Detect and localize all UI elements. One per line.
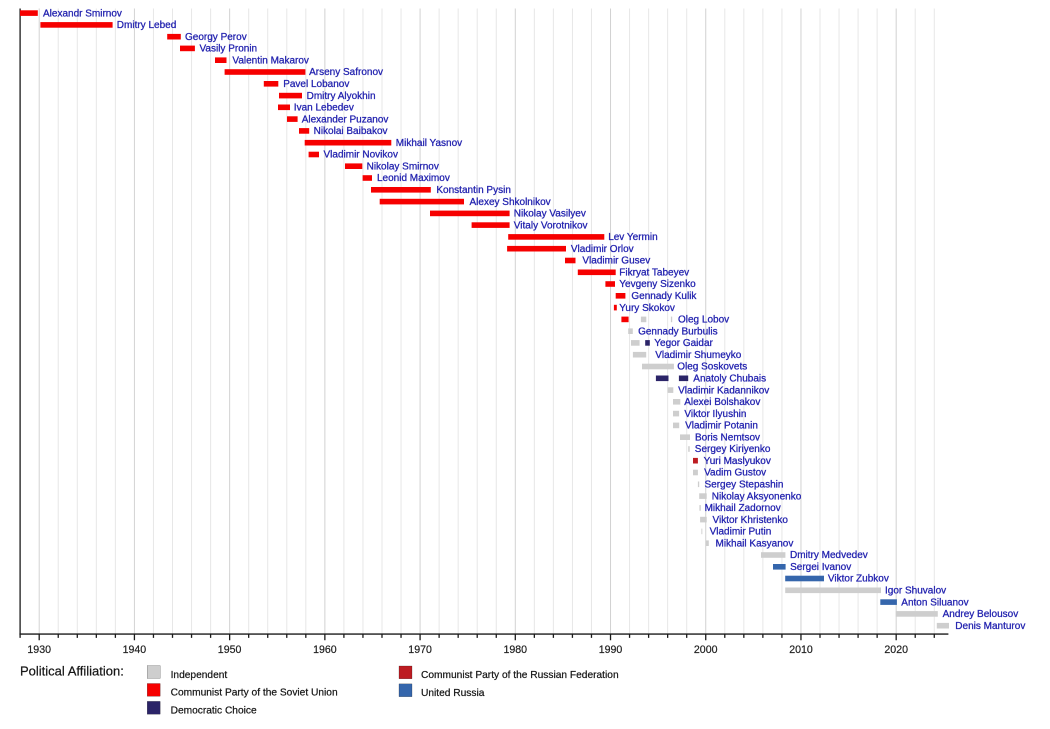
svg-text:Gennady Kulik: Gennady Kulik bbox=[631, 291, 697, 302]
svg-text:Vasily Pronin: Vasily Pronin bbox=[200, 44, 258, 55]
svg-text:Oleg Lobov: Oleg Lobov bbox=[678, 315, 729, 326]
svg-text:Alexey Shkolnikov: Alexey Shkolnikov bbox=[470, 197, 551, 208]
svg-text:1930: 1930 bbox=[27, 644, 51, 656]
svg-text:Dmitry Medvedev: Dmitry Medvedev bbox=[790, 550, 868, 561]
svg-text:Valentin Makarov: Valentin Makarov bbox=[232, 55, 309, 66]
svg-text:Arseny Safronov: Arseny Safronov bbox=[309, 67, 383, 78]
svg-text:Viktor Ilyushin: Viktor Ilyushin bbox=[684, 409, 746, 420]
svg-text:Sergey Kiriyenko: Sergey Kiriyenko bbox=[695, 444, 771, 455]
svg-text:Yegor Gaidar: Yegor Gaidar bbox=[654, 338, 713, 349]
svg-text:Viktor Khristenko: Viktor Khristenko bbox=[713, 515, 789, 526]
svg-text:Sergei Ivanov: Sergei Ivanov bbox=[790, 562, 851, 573]
svg-text:2010: 2010 bbox=[789, 644, 813, 656]
svg-text:2020: 2020 bbox=[884, 644, 908, 656]
svg-text:Vladimir Shumeyko: Vladimir Shumeyko bbox=[655, 350, 742, 361]
svg-text:1960: 1960 bbox=[313, 644, 337, 656]
svg-text:Yury Skokov: Yury Skokov bbox=[619, 303, 675, 314]
svg-text:Alexei Bolshakov: Alexei Bolshakov bbox=[684, 397, 760, 408]
svg-text:Democratic Choice: Democratic Choice bbox=[171, 706, 257, 717]
svg-text:Yuri Maslyukov: Yuri Maslyukov bbox=[704, 456, 771, 467]
svg-text:Boris Nemtsov: Boris Nemtsov bbox=[695, 432, 760, 443]
svg-text:Vladimir Potanin: Vladimir Potanin bbox=[685, 421, 758, 432]
svg-text:Dmitry Alyokhin: Dmitry Alyokhin bbox=[307, 91, 376, 102]
svg-text:Alexandr Smirnov: Alexandr Smirnov bbox=[43, 8, 122, 19]
svg-text:Mikhail Zadornov: Mikhail Zadornov bbox=[705, 503, 781, 514]
svg-text:Viktor Zubkov: Viktor Zubkov bbox=[828, 574, 889, 585]
svg-text:Oleg Soskovets: Oleg Soskovets bbox=[677, 362, 747, 373]
svg-text:1990: 1990 bbox=[599, 644, 623, 656]
svg-text:Vladimir Novikov: Vladimir Novikov bbox=[324, 150, 398, 161]
svg-text:Fikryat Tabeyev: Fikryat Tabeyev bbox=[619, 268, 689, 279]
svg-text:Nikolay Vasilyev: Nikolay Vasilyev bbox=[514, 209, 586, 220]
svg-text:Political Affiliation:: Political Affiliation: bbox=[20, 663, 124, 678]
svg-text:Ivan Lebedev: Ivan Lebedev bbox=[294, 103, 354, 114]
svg-text:Independent: Independent bbox=[171, 670, 228, 681]
svg-text:Yevgeny Sizenko: Yevgeny Sizenko bbox=[619, 279, 696, 290]
svg-text:Georgy Perov: Georgy Perov bbox=[185, 32, 247, 43]
svg-text:Leonid Maximov: Leonid Maximov bbox=[377, 173, 450, 184]
svg-text:Lev Yermin: Lev Yermin bbox=[608, 232, 657, 243]
svg-text:1940: 1940 bbox=[123, 644, 147, 656]
svg-text:1970: 1970 bbox=[408, 644, 432, 656]
svg-text:Anatoly Chubais: Anatoly Chubais bbox=[693, 374, 766, 385]
svg-text:Vladimir Gusev: Vladimir Gusev bbox=[582, 256, 650, 267]
svg-text:1950: 1950 bbox=[218, 644, 242, 656]
svg-text:Communist Party of the Russian: Communist Party of the Russian Federatio… bbox=[421, 670, 619, 681]
svg-text:Nikolay Aksyonenko: Nikolay Aksyonenko bbox=[712, 491, 802, 502]
svg-text:Vladimir Kadannikov: Vladimir Kadannikov bbox=[678, 385, 769, 396]
svg-text:Vladimir Putin: Vladimir Putin bbox=[710, 527, 772, 538]
svg-text:Andrey Belousov: Andrey Belousov bbox=[943, 609, 1019, 620]
svg-text:1980: 1980 bbox=[504, 644, 528, 656]
svg-text:United Russia: United Russia bbox=[421, 688, 485, 699]
svg-text:Anton Siluanov: Anton Siluanov bbox=[901, 597, 968, 608]
svg-text:Vladimir Orlov: Vladimir Orlov bbox=[571, 244, 634, 255]
svg-text:Alexander Puzanov: Alexander Puzanov bbox=[302, 114, 389, 125]
svg-text:Sergey Stepashin: Sergey Stepashin bbox=[705, 480, 784, 491]
svg-text:Dmitry Lebed: Dmitry Lebed bbox=[117, 20, 176, 31]
svg-text:2000: 2000 bbox=[694, 644, 718, 656]
svg-text:Mikhail Yasnov: Mikhail Yasnov bbox=[396, 138, 462, 149]
svg-text:Mikhail Kasyanov: Mikhail Kasyanov bbox=[716, 538, 794, 549]
svg-text:Vitaly Vorotnikov: Vitaly Vorotnikov bbox=[514, 220, 588, 231]
svg-text:Denis Manturov: Denis Manturov bbox=[955, 621, 1025, 632]
svg-text:Igor Shuvalov: Igor Shuvalov bbox=[885, 586, 946, 597]
svg-text:Gennady Burbulis: Gennady Burbulis bbox=[638, 326, 718, 337]
svg-text:Communist Party of the Soviet: Communist Party of the Soviet Union bbox=[171, 688, 338, 699]
svg-text:Konstantin Pysin: Konstantin Pysin bbox=[436, 185, 511, 196]
svg-text:Nikolay Smirnov: Nikolay Smirnov bbox=[367, 161, 439, 172]
svg-text:Vadim Gustov: Vadim Gustov bbox=[704, 468, 766, 479]
svg-text:Nikolai Baibakov: Nikolai Baibakov bbox=[314, 126, 388, 137]
svg-text:Pavel Lobanov: Pavel Lobanov bbox=[283, 79, 349, 90]
